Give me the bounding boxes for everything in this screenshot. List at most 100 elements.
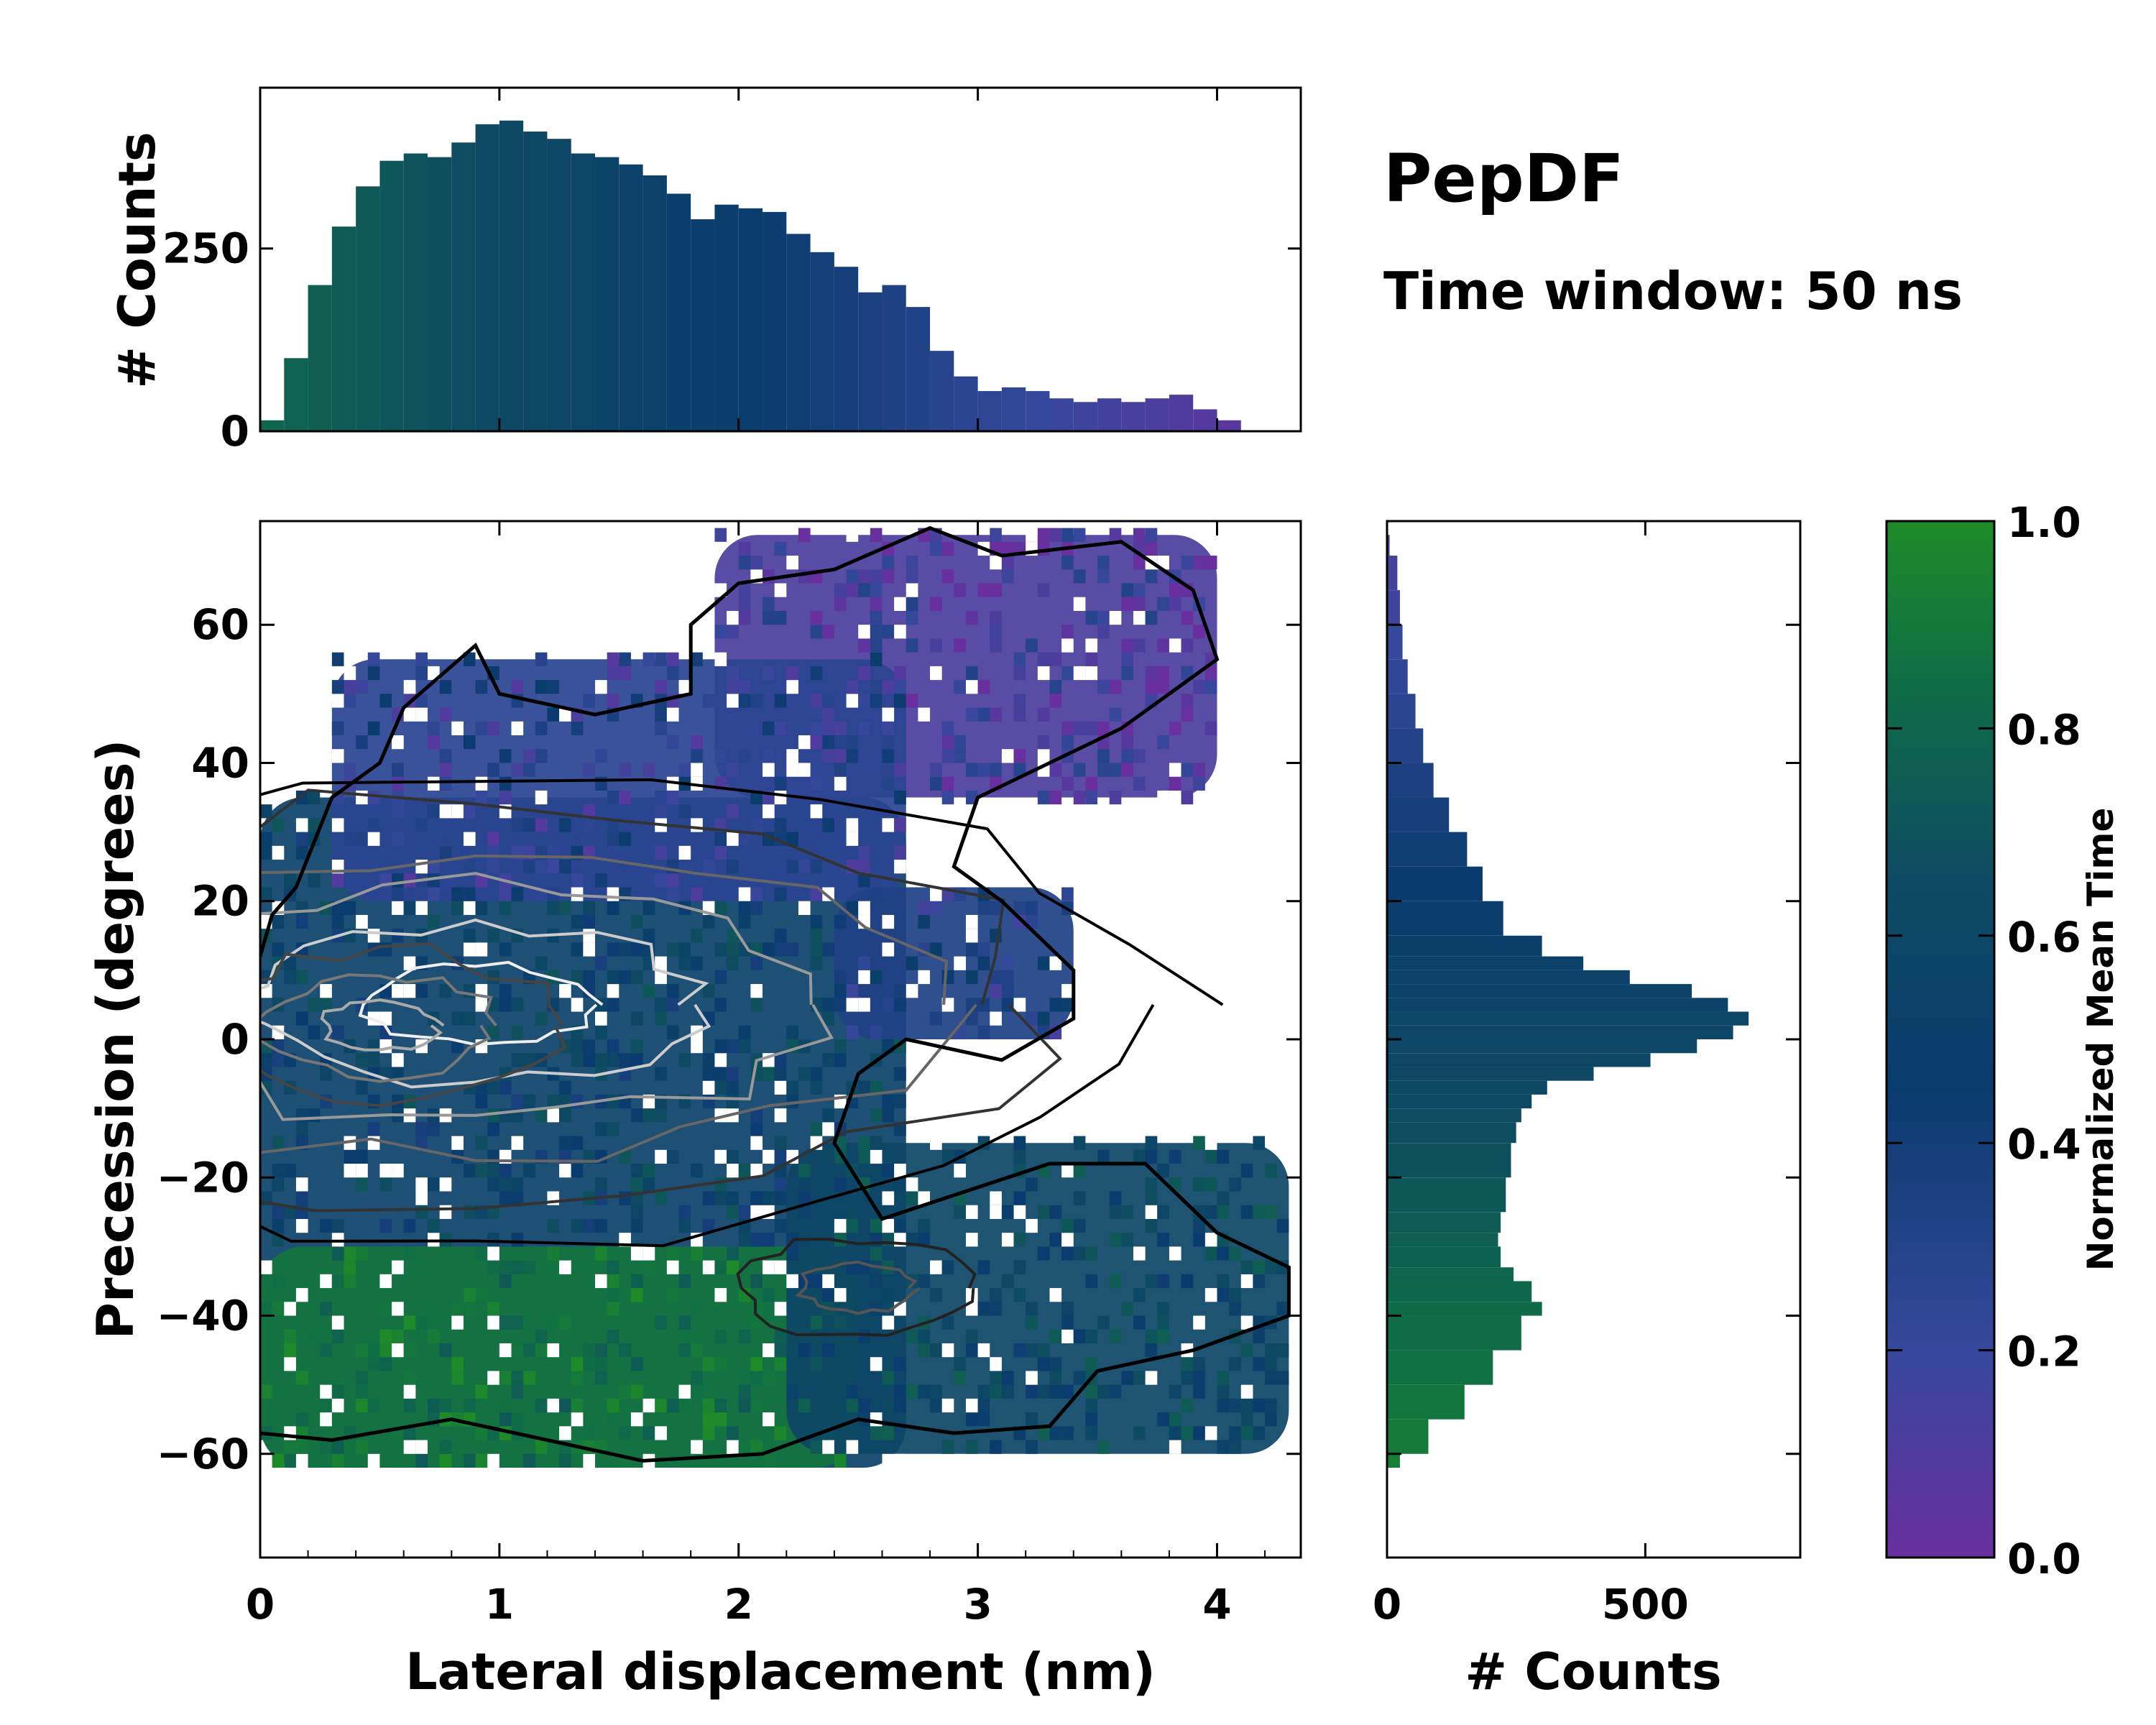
heatmap-cell [511,818,524,832]
heatmap-cell [415,1315,428,1330]
heatmap-gap [655,1149,667,1164]
heatmap-cell [1169,721,1181,736]
heatmap-cell [750,1398,763,1413]
heatmap-cell [763,942,775,957]
heatmap-cell [846,1205,859,1219]
heatmap-cell [714,832,727,846]
heatmap-cell [295,914,308,929]
heatmap-cell [1121,763,1133,777]
outer-boundary-contour [260,525,1291,1463]
heatmap-cell [595,873,607,888]
heatmap-cell [1253,1329,1266,1343]
heatmap-cell [965,1440,978,1454]
heatmap-gap [702,1080,715,1095]
heatmap-cell [1085,1412,1098,1427]
heatmap-cell [930,1011,942,1026]
heatmap-cell [977,1302,990,1316]
heatmap-gap [571,998,584,1012]
heatmap-cell [666,1025,679,1039]
heatmap-gap [954,956,966,970]
heatmap-cell [367,652,380,666]
heatmap-cell [559,1080,571,1095]
heatmap-cell [691,735,703,750]
heatmap-cell [487,1025,499,1039]
heatmap-cell [870,638,883,653]
heatmap-gap [834,776,847,791]
heatmap-cell [1204,1177,1217,1192]
heatmap-gap [846,528,859,542]
heatmap-cell [559,901,571,915]
heatmap-cell [1265,1205,1277,1219]
heatmap-cell [428,735,440,750]
top-bar [930,351,954,431]
heatmap-cell [666,998,679,1012]
density-contour [260,973,497,1083]
heatmap-cell [738,680,751,694]
right-axis-ticks: 0 500 [1373,521,1800,1629]
heatmap-gap [965,1233,978,1247]
heatmap-cell [1169,583,1181,597]
heatmap-cell [272,1164,285,1178]
heatmap-cell [463,804,476,819]
heatmap-cell [894,1384,906,1399]
heatmap-cell [607,998,619,1012]
heatmap-cell [403,1343,416,1358]
heatmap-cell [583,1053,596,1067]
y-tick-label: 0 [221,1015,249,1064]
heatmap-cell [1240,1426,1253,1440]
heatmap-gap [1204,1136,1217,1150]
heatmap-gap [702,1260,715,1274]
heatmap-cell [965,1343,978,1358]
heatmap-cell [1001,556,1014,570]
heatmap-cell [1265,1164,1277,1178]
heatmap-gap [1133,1246,1146,1261]
heatmap-cell [655,998,667,1012]
heatmap-cell [666,652,679,666]
heatmap-cell [295,1440,308,1454]
heatmap-cell [403,1426,416,1440]
heatmap-cell [583,1426,596,1440]
heatmap-cell [655,1315,667,1330]
heatmap-cell [571,942,584,957]
heatmap-cell [763,749,775,763]
top-bar [858,292,883,431]
heatmap-cell [977,1384,990,1399]
heatmap-gap [1157,790,1169,805]
heatmap-cell [1181,790,1194,805]
heatmap-cell [763,666,775,681]
heatmap-cell [882,569,895,584]
heatmap-cell [1169,1412,1181,1427]
heatmap-cell [284,1343,296,1358]
heatmap-cell [595,1025,607,1039]
top-bar [810,252,834,431]
heatmap-cell [954,1205,966,1219]
heatmap-gap [858,970,870,985]
heatmap-cell [727,804,739,819]
heatmap-cell [678,804,691,819]
heatmap-cell [331,1025,344,1039]
heatmap-gap [475,998,488,1012]
heatmap-gap [630,1412,643,1427]
heatmap-gap [451,1136,464,1150]
heatmap-gap [894,625,906,639]
top-bar [1169,395,1194,431]
heatmap-cell [977,942,990,957]
right-bar [1387,1067,1594,1081]
heatmap-cell [918,1274,931,1289]
top-bar [786,234,811,431]
heatmap-cell [1085,1329,1098,1343]
heatmap-cell [750,1371,763,1385]
heatmap-cell [702,694,715,708]
heatmap-gap [1240,1274,1253,1289]
heatmap-gap [619,1233,631,1247]
top-bar [882,285,906,431]
x-axis-title: Lateral displacement (nm) [405,1642,1156,1701]
heatmap-cell [367,666,380,681]
heatmap-cell [763,1453,775,1468]
heatmap-cell [678,1329,691,1343]
heatmap-cell [295,832,308,846]
heatmap-cell [320,1440,332,1454]
heatmap-cell [763,1371,775,1385]
heatmap-gap [463,901,476,915]
heatmap-gap [320,1274,332,1289]
